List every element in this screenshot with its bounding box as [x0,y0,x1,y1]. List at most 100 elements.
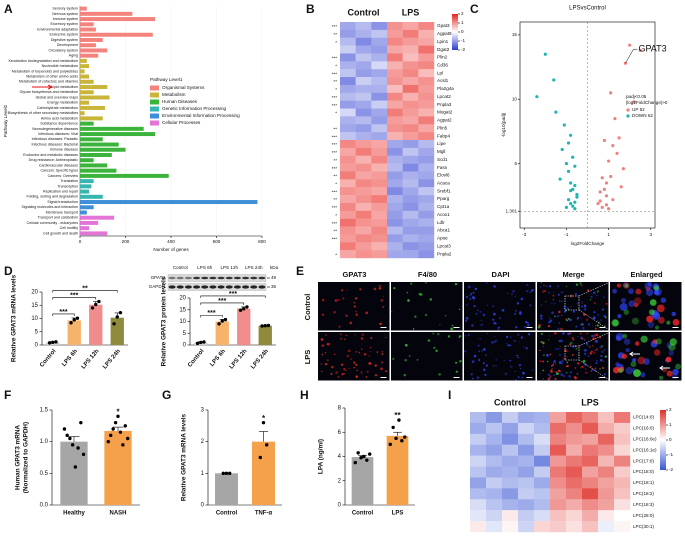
heatmap-cell [340,37,356,46]
legend-label: Cellular Processes [162,120,201,125]
fluorescence [540,304,543,306]
bar [80,215,115,220]
heatmap-cell [550,455,567,467]
category-label: Nervous system [52,12,78,16]
heatmap-cell [486,412,503,424]
fluorescence [369,350,371,353]
heatmap-cell [518,444,535,456]
bar [80,121,94,126]
fluorescence [418,292,422,296]
heatmap-cell [340,195,356,204]
fluorescence [356,369,359,372]
fluorescence [330,343,332,345]
significance: * [262,414,266,423]
data-point [604,194,609,198]
fluorescence [348,367,350,370]
heatmap-cell [402,210,419,219]
category-label: Immune system [53,17,78,21]
heatmap-cell [402,163,419,172]
bar [215,321,229,345]
fluorescence [613,366,620,374]
data-point [202,340,206,344]
fluorescence [540,286,542,288]
bar [80,147,126,152]
fluorescence [494,339,498,342]
heatmap-cell [550,488,567,500]
row-label: Cpt1a [437,204,450,209]
heatmap-cell [550,521,567,533]
heatmap-cell [371,116,388,125]
fluorescence [485,364,489,367]
bar [80,11,133,16]
fluorescence [553,374,555,377]
fluorescence [476,376,480,379]
row-label: Plin2 [437,55,448,60]
fluorescence [510,365,513,368]
row-significance: *** [332,103,338,108]
heatmap-cell [598,412,615,424]
y-tick-label: 0 [201,503,205,509]
fluorescence [547,373,550,376]
fluorescence [465,295,469,299]
fluorescence [634,341,640,346]
row-significance: *** [332,221,338,226]
colorbar [660,410,666,470]
fluorescence [581,326,585,330]
heatmap-cell [371,171,388,180]
bar [80,126,144,131]
fluorescence [337,299,340,301]
bar [258,325,272,345]
fluorescence [560,339,563,343]
bar [80,90,94,95]
heatmap-cell [470,488,487,500]
row-significance: *** [332,95,338,100]
fluorescence [542,354,545,357]
fluorescence [621,353,627,359]
fluorescence [525,346,528,350]
y-tick-label: 0 [183,343,187,349]
fluorescence [511,293,513,295]
data-point [623,61,628,65]
fluorescence [542,378,544,380]
row-significance: * [335,252,337,257]
fluorescence [576,318,579,321]
heatmap-cell [418,234,435,243]
fluorescence [589,345,591,348]
heatmap-cell [566,488,583,500]
fluorescence [549,375,552,378]
heatmap-cell [402,234,419,243]
blot-band [209,285,217,289]
heatmap-cell [355,171,372,180]
data-point [221,471,225,476]
fluorescence [493,321,496,325]
heatmap-cell [518,433,535,445]
bar [80,74,90,79]
data-point [394,436,398,441]
fluorescence [596,287,598,289]
data-point [90,306,95,310]
fluorescence [324,362,328,366]
heatmap-cell [598,433,615,445]
fluorescence [587,355,590,357]
row-label: Lipe [437,141,446,146]
heatmap-cell [502,422,519,435]
x-tick-label: Control [352,511,374,517]
heatmap-cell [550,444,567,456]
category-label: Metabolism of terpenoids and polyketides [12,69,78,73]
heatmap-cell [470,444,487,456]
fluorescence [320,338,324,341]
heatmap-cell [340,100,356,109]
fluorescence [473,305,476,308]
fluorescence [577,335,579,338]
category-label: Substance dependence [40,122,78,126]
fluorescence [601,308,605,311]
fluorescence [514,370,517,373]
heatmap-cell [340,92,356,101]
fluorescence [590,370,593,372]
fluorescence [480,319,483,322]
heatmap-cell [614,433,631,445]
data-point [258,455,262,460]
scale-bar [380,327,387,328]
fluorescence [515,326,518,329]
fluorescence [601,350,605,354]
